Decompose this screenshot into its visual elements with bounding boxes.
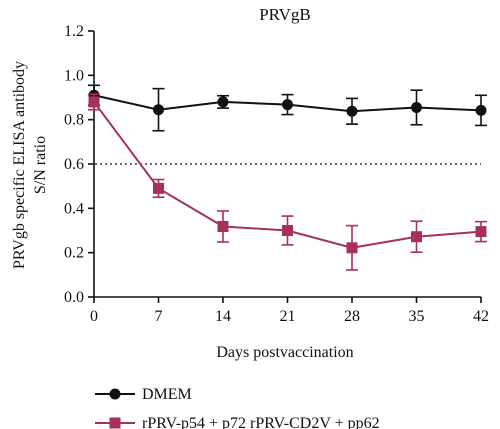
y-axis-label: PRVgb specific ELISA antibody S/N ratio (11, 61, 49, 269)
x-ticks: 0 7 14 21 28 35 42 (90, 297, 489, 325)
legend-marker (109, 388, 121, 400)
y-ticks: 0.0 0.2 0.4 0.6 0.8 1.0 1.2 (64, 23, 94, 306)
y-tick-label: 1.0 (64, 67, 84, 84)
legend-item: DMEM (95, 386, 192, 403)
legend-marker (109, 417, 121, 429)
data-point (153, 104, 164, 116)
x-tick-label: 35 (409, 308, 425, 325)
y-axis-label-line2: S/N ratio (32, 136, 49, 194)
data-point (217, 96, 229, 108)
series-layer (88, 84, 487, 271)
x-tick-label: 7 (155, 308, 163, 325)
data-point (153, 182, 164, 194)
x-tick-label: 42 (473, 308, 489, 325)
chart-title: PRVgB (259, 5, 311, 24)
series-1 (88, 93, 487, 271)
x-tick-label: 0 (90, 308, 98, 325)
data-point (346, 242, 358, 254)
data-point (475, 226, 487, 238)
x-tick-label: 28 (344, 308, 360, 325)
data-point (282, 99, 293, 111)
y-tick-label: 1.2 (64, 23, 84, 40)
x-tick-label: 21 (280, 308, 296, 325)
legend-label: rPRV-p54 + p72 rPRV-CD2V + pp62 (142, 415, 380, 429)
legend: DMEM rPRV-p54 + p72 rPRV-CD2V + pp62 (95, 386, 380, 429)
data-point (217, 221, 229, 233)
y-tick-label: 0.0 (64, 289, 84, 306)
series-0 (88, 84, 487, 132)
data-point (411, 231, 422, 243)
data-point (346, 105, 358, 117)
legend-label: DMEM (142, 386, 192, 403)
data-point (411, 101, 422, 113)
x-tick-label: 14 (215, 308, 231, 325)
y-tick-label: 0.4 (64, 200, 84, 217)
y-tick-label: 0.8 (64, 112, 84, 129)
legend-item: rPRV-p54 + p72 rPRV-CD2V + pp62 (95, 415, 380, 429)
x-axis-label: Days postvaccination (216, 344, 353, 361)
data-point (475, 104, 487, 116)
y-tick-label: 0.6 (64, 156, 84, 173)
y-tick-label: 0.2 (64, 245, 84, 262)
y-axis-label-line1: PRVgb specific ELISA antibody (11, 61, 28, 269)
data-point (282, 225, 293, 236)
data-point (88, 96, 100, 108)
